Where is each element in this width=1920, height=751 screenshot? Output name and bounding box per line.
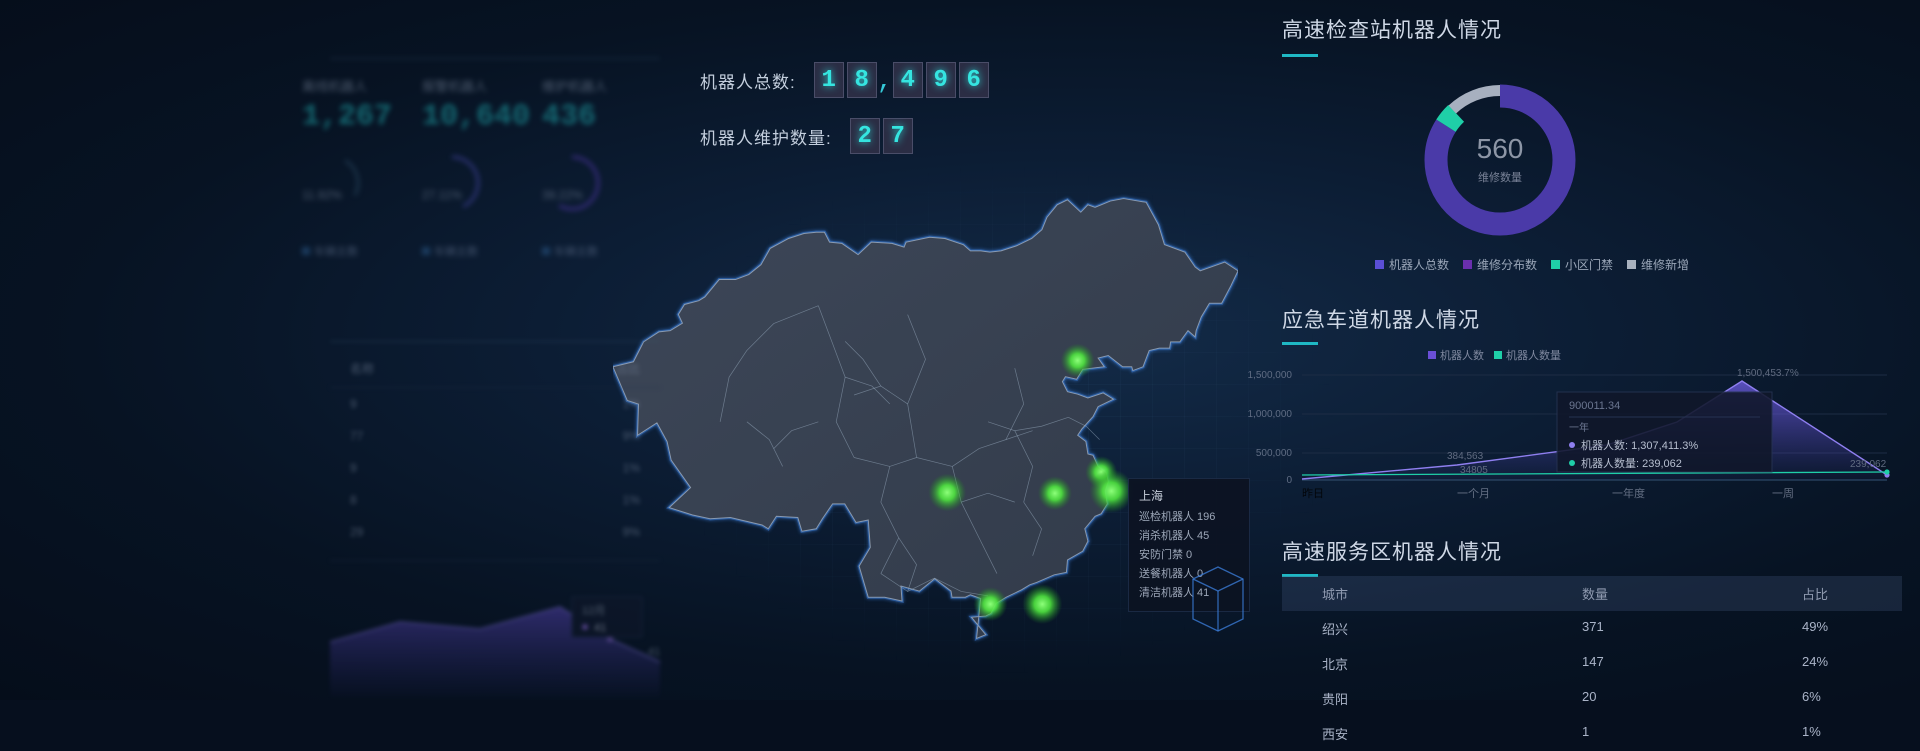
svg-text:1,500,000: 1,500,000 — [1248, 370, 1293, 381]
svg-text:239,062: 239,062 — [1850, 459, 1887, 470]
svg-text:560: 560 — [1477, 133, 1524, 164]
svg-text:机器人数: 1,307,411.3%: 机器人数: 1,307,411.3% — [1581, 438, 1698, 452]
svg-text:1,500,453.7%: 1,500,453.7% — [1737, 368, 1799, 379]
svg-text:12月: 12月 — [582, 605, 605, 617]
svg-text:384,563: 384,563 — [1447, 451, 1484, 462]
svg-text:500,000: 500,000 — [1256, 448, 1293, 459]
svg-text:一个月: 一个月 — [1457, 487, 1490, 500]
svg-text:41: 41 — [648, 646, 660, 658]
svg-text:1,000,000: 1,000,000 — [1248, 409, 1293, 420]
svg-text:34805: 34805 — [1460, 465, 1488, 476]
svg-text:一周: 一周 — [1772, 487, 1794, 500]
svg-text:一年度: 一年度 — [1612, 486, 1645, 500]
svg-text:0: 0 — [1286, 475, 1292, 486]
svg-text:一年: 一年 — [1569, 421, 1589, 434]
svg-text:维修数量: 维修数量 — [1478, 170, 1522, 184]
svg-text:机器人数量: 239,062: 机器人数量: 239,062 — [1581, 456, 1682, 470]
svg-text:昨日: 昨日 — [1302, 487, 1324, 500]
svg-text:900011.34: 900011.34 — [1569, 400, 1620, 412]
svg-text:41: 41 — [594, 622, 606, 634]
